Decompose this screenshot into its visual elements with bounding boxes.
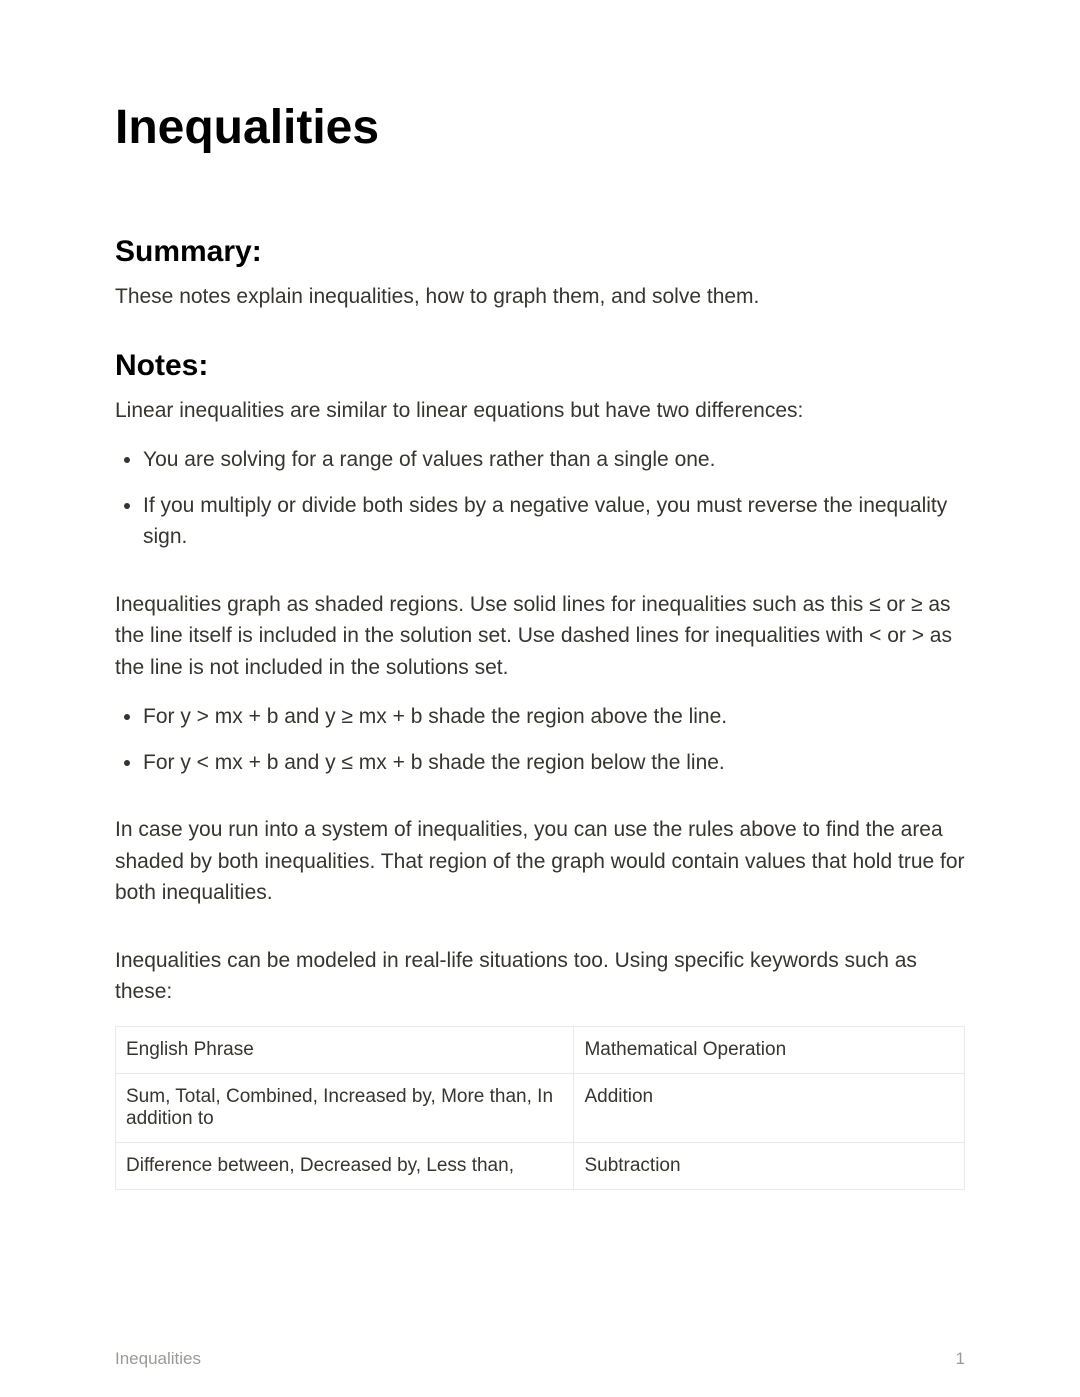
table-cell: Subtraction bbox=[574, 1142, 965, 1189]
footer-title: Inequalities bbox=[115, 1349, 201, 1369]
table-row: Sum, Total, Combined, Increased by, More… bbox=[116, 1073, 965, 1142]
keywords-table: English Phrase Mathematical Operation Su… bbox=[115, 1026, 965, 1190]
summary-heading: Summary: bbox=[115, 235, 965, 269]
systems-text: In case you run into a system of inequal… bbox=[115, 814, 965, 909]
table-header-row: English Phrase Mathematical Operation bbox=[116, 1026, 965, 1073]
list-item: If you multiply or divide both sides by … bbox=[143, 490, 965, 553]
table-cell: Addition bbox=[574, 1073, 965, 1142]
page-title: Inequalities bbox=[115, 100, 965, 155]
graphing-text: Inequalities graph as shaded regions. Us… bbox=[115, 589, 965, 684]
page-footer: Inequalities 1 bbox=[115, 1349, 965, 1369]
shading-rules-list: For y > mx + b and y ≥ mx + b shade the … bbox=[143, 701, 965, 778]
document-page: Inequalities Summary: These notes explai… bbox=[0, 0, 1080, 1230]
keywords-intro: Inequalities can be modeled in real-life… bbox=[115, 945, 965, 1008]
table-cell: Sum, Total, Combined, Increased by, More… bbox=[116, 1073, 574, 1142]
notes-intro: Linear inequalities are similar to linea… bbox=[115, 395, 965, 427]
table-cell: Difference between, Decreased by, Less t… bbox=[116, 1142, 574, 1189]
footer-page-number: 1 bbox=[956, 1349, 965, 1369]
column-header: Mathematical Operation bbox=[574, 1026, 965, 1073]
list-item: For y < mx + b and y ≤ mx + b shade the … bbox=[143, 747, 965, 779]
list-item: For y > mx + b and y ≥ mx + b shade the … bbox=[143, 701, 965, 733]
table-row: Difference between, Decreased by, Less t… bbox=[116, 1142, 965, 1189]
differences-list: You are solving for a range of values ra… bbox=[143, 444, 965, 553]
list-item: You are solving for a range of values ra… bbox=[143, 444, 965, 476]
notes-heading: Notes: bbox=[115, 349, 965, 383]
summary-text: These notes explain inequalities, how to… bbox=[115, 281, 965, 313]
column-header: English Phrase bbox=[116, 1026, 574, 1073]
